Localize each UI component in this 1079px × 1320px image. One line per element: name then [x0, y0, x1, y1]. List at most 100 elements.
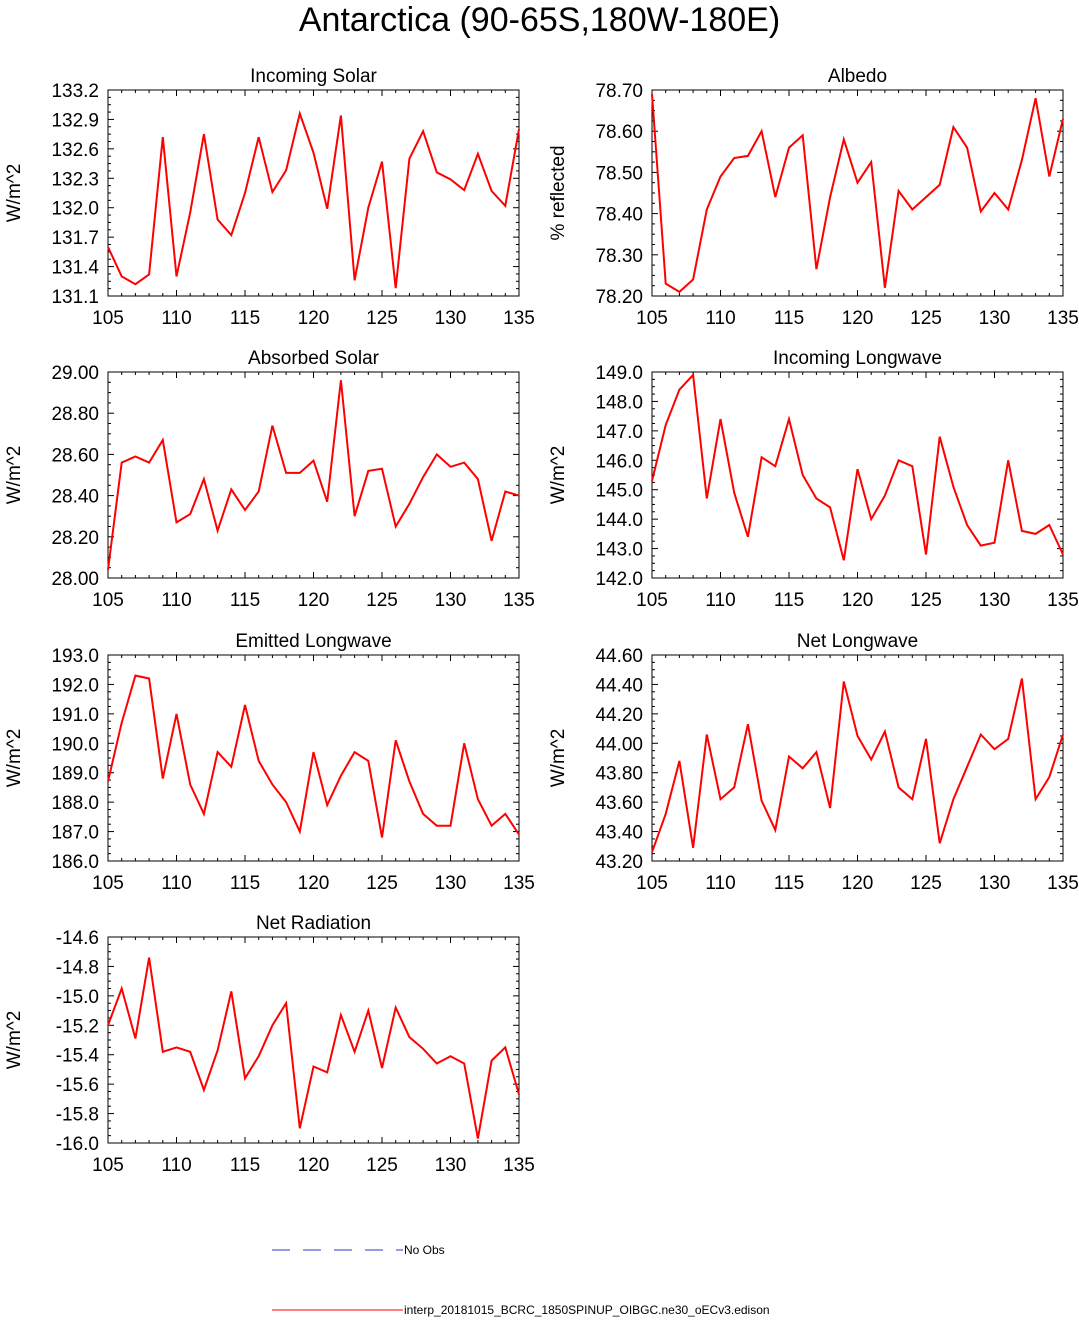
- panel-2-ytick-label: 78.20: [595, 287, 643, 308]
- panel-7-ytick-label: -16.0: [56, 1134, 99, 1155]
- panel-3-title: Absorbed Solar: [248, 348, 380, 369]
- panel-3-xtick-label: 115: [230, 590, 260, 611]
- panel-5-ytick-label: 190.0: [51, 734, 99, 755]
- panel-1-ytick-label: 132.9: [51, 110, 99, 131]
- panel-3-ytick-label: 28.80: [51, 404, 99, 425]
- panel-7-xtick-label: 120: [298, 1155, 330, 1176]
- legend-obs: No Obs: [270, 1240, 670, 1260]
- legend-obs-label: No Obs: [404, 1243, 445, 1257]
- panel-7-ytick-label: -14.6: [56, 928, 99, 949]
- panel-6-ylabel: W/m^2: [548, 729, 569, 788]
- panel-4-ytick-label: 149.0: [595, 363, 643, 384]
- panel-3-xtick-label: 105: [92, 590, 124, 611]
- panel-2-xtick-label: 130: [979, 308, 1011, 329]
- panel-2-ytick-label: 78.30: [595, 246, 643, 267]
- panel-7-xtick-label: 130: [435, 1155, 467, 1176]
- legend-model-line: [272, 1309, 403, 1311]
- panel-7-ytick-label: -14.8: [56, 957, 99, 978]
- panel-7-xtick-label: 115: [230, 1155, 260, 1176]
- panel-6-series-line-1: [651, 678, 1064, 853]
- panel-5-ytick-label: 187.0: [51, 823, 99, 844]
- panel-4-ytick-label: 146.0: [595, 451, 643, 472]
- panel-3-ylabel: W/m^2: [4, 446, 25, 505]
- main-title: Antarctica (90-65S,180W-180E): [298, 1, 781, 39]
- panel-2-ytick-label: 78.40: [595, 205, 643, 226]
- panel-6-xtick-label: 115: [774, 873, 804, 894]
- panel-4-ytick-label: 145.0: [595, 481, 643, 502]
- panel-1-xtick-label: 115: [230, 308, 260, 329]
- panel-1-ytick-label: 131.4: [51, 258, 99, 279]
- panel-6-title: Net Longwave: [797, 631, 918, 652]
- panel-5-series-line-1: [107, 674, 520, 838]
- panel-2-xtick-label: 125: [910, 308, 942, 329]
- panel-1-series-line-1: [107, 109, 520, 289]
- panel-1-title: Incoming Solar: [250, 66, 377, 87]
- panel-4-ytick-label: 144.0: [595, 510, 643, 531]
- panel-1-ytick-label: 132.6: [51, 140, 99, 161]
- panel-3-ytick-label: 29.00: [51, 363, 99, 384]
- panel-5-frame: [107, 654, 520, 862]
- panel-4-title: Incoming Longwave: [773, 348, 942, 369]
- panel-6-ytick-label: 43.60: [595, 793, 643, 814]
- panel-6-xtick-label: 125: [910, 873, 942, 894]
- panel-5-ytick-label: 189.0: [51, 764, 99, 785]
- panel-1-ytick-label: 132.0: [51, 199, 99, 220]
- panel-4-xtick-label: 130: [979, 590, 1011, 611]
- panel-6-ytick-label: 43.80: [595, 764, 643, 785]
- panel-7-xtick-label: 135: [503, 1155, 535, 1176]
- panel-6-ytick-label: 44.20: [595, 705, 643, 726]
- panel-5-ytick-label: 192.0: [51, 675, 99, 696]
- panel-6-xtick-label: 110: [705, 873, 735, 894]
- panel-5-xtick-label: 110: [161, 873, 191, 894]
- panel-1-xtick-label: 135: [503, 308, 535, 329]
- panel-1-ytick-label: 131.1: [51, 287, 99, 308]
- panel-5-title: Emitted Longwave: [235, 631, 391, 652]
- legend-obs-line: [272, 1249, 403, 1251]
- panel-4-ytick-label: 147.0: [595, 422, 643, 443]
- panel-5-xtick-label: 120: [298, 873, 330, 894]
- panel-6-ytick-label: 44.40: [595, 675, 643, 696]
- panel-4-ytick-label: 143.0: [595, 540, 643, 561]
- panel-5-ytick-label: 188.0: [51, 793, 99, 814]
- panel-4-ylabel: W/m^2: [548, 446, 569, 505]
- panel-7-ytick-label: -15.4: [56, 1046, 100, 1067]
- panel-2-title: Albedo: [828, 66, 887, 87]
- panel-3-xtick-label: 110: [161, 590, 191, 611]
- legend-model-label: interp_20181015_BCRC_1850SPINUP_OIBGC.ne…: [404, 1303, 770, 1317]
- panel-1-xtick-label: 120: [298, 308, 330, 329]
- panel-3-series-line-1: [107, 380, 520, 570]
- panel-7-series-line-1: [107, 957, 520, 1139]
- panel-2-xtick-label: 105: [636, 308, 668, 329]
- panel-3-ytick-label: 28.40: [51, 487, 99, 508]
- panel-4-xtick-label: 115: [774, 590, 804, 611]
- panel-2-series-line-1: [651, 94, 1064, 294]
- panel-1-frame: [107, 89, 520, 297]
- panel-7-xtick-label: 125: [366, 1155, 398, 1176]
- panel-7-xtick-label: 105: [92, 1155, 124, 1176]
- panel-6-ytick-label: 44.00: [595, 734, 643, 755]
- panel-5-xtick-label: 125: [366, 873, 398, 894]
- panel-3-ytick-label: 28.00: [51, 569, 99, 590]
- panel-5-ytick-label: 191.0: [51, 705, 99, 726]
- panel-5-xtick-label: 105: [92, 873, 124, 894]
- panel-7-ylabel: W/m^2: [4, 1011, 25, 1070]
- panel-6-xtick-label: 130: [979, 873, 1011, 894]
- panel-3-ytick-label: 28.60: [51, 445, 99, 466]
- panel-5-xtick-label: 130: [435, 873, 467, 894]
- panel-4-ytick-label: 148.0: [595, 392, 643, 413]
- panel-3-xtick-label: 135: [503, 590, 535, 611]
- panel-1-xtick-label: 125: [366, 308, 398, 329]
- panel-6-xtick-label: 135: [1047, 873, 1079, 894]
- panel-4-series-line-1: [651, 372, 1064, 561]
- panel-4-ytick-label: 142.0: [595, 569, 643, 590]
- panel-1-ylabel: W/m^2: [4, 164, 25, 223]
- panel-6-xtick-label: 120: [842, 873, 874, 894]
- panel-3-xtick-label: 125: [366, 590, 398, 611]
- panel-6-frame: [651, 654, 1064, 862]
- panel-6-xtick-label: 105: [636, 873, 668, 894]
- panel-6-ytick-label: 43.40: [595, 823, 643, 844]
- panel-5-ylabel: W/m^2: [4, 729, 25, 788]
- panel-7-ytick-label: -15.2: [56, 1016, 99, 1037]
- panel-4-xtick-label: 105: [636, 590, 668, 611]
- panel-1-ytick-label: 132.3: [51, 169, 99, 190]
